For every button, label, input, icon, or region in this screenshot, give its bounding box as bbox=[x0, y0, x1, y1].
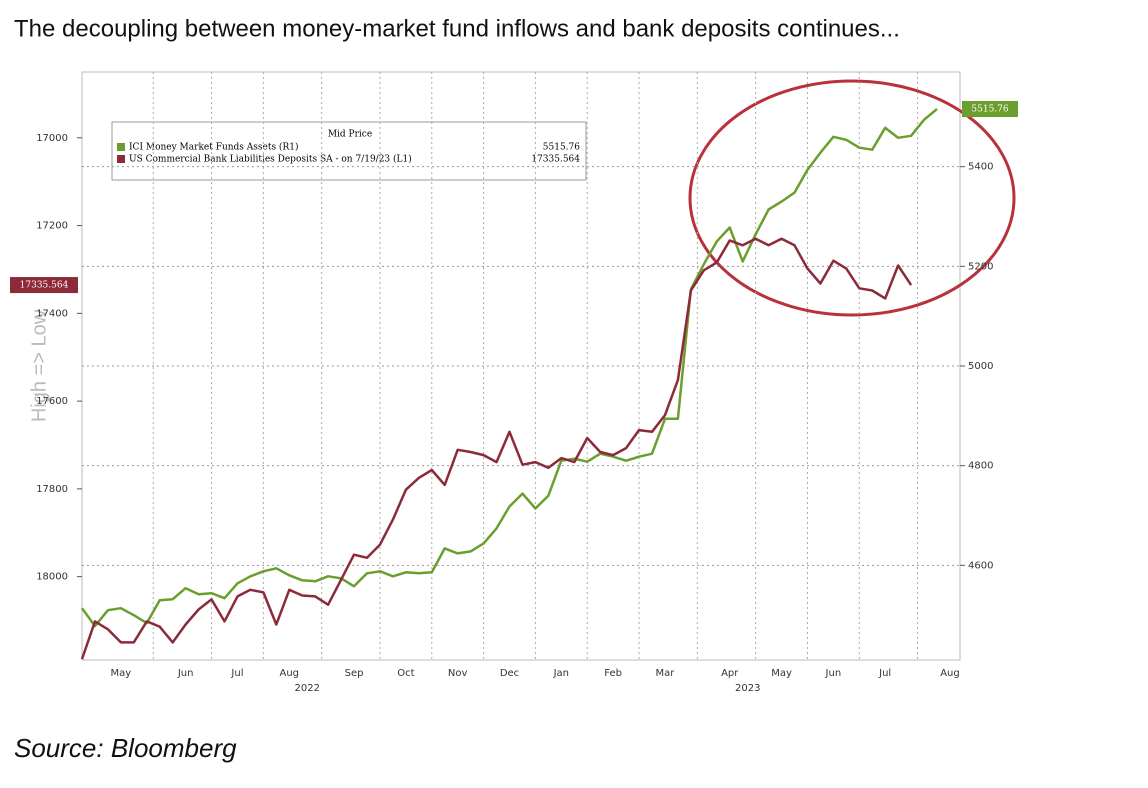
x-tick-label: Jan bbox=[553, 668, 569, 679]
x-tick-label: Jul bbox=[230, 668, 243, 679]
headline: The decoupling between money-market fund… bbox=[14, 15, 900, 42]
x-tick-label: Aug bbox=[940, 668, 960, 679]
x-tick-label: Feb bbox=[604, 668, 622, 679]
legend-label: ICI Money Market Funds Assets (R1) bbox=[129, 142, 298, 153]
legend-swatch bbox=[117, 155, 125, 163]
y-tick-label: 17000 bbox=[36, 133, 68, 144]
x-tick-label: Jun bbox=[177, 668, 194, 679]
y-tick-label: 17800 bbox=[36, 484, 68, 495]
x-tick-label: Nov bbox=[448, 668, 468, 679]
year-label: 2023 bbox=[735, 683, 760, 694]
series-line bbox=[80, 237, 913, 660]
value-tag-label: 17335.564 bbox=[20, 281, 69, 291]
x-tick-label: Apr bbox=[721, 668, 739, 679]
x-tick-label: Aug bbox=[280, 668, 300, 679]
x-tick-label: Jun bbox=[825, 668, 842, 679]
legend-value: 17335.564 bbox=[531, 155, 580, 165]
legend-swatch bbox=[117, 143, 125, 151]
x-tick-label: Jul bbox=[878, 668, 891, 679]
y-tick-label: 17400 bbox=[36, 308, 68, 319]
y-tick-label: 18000 bbox=[36, 572, 68, 583]
y2-tick-label: 5000 bbox=[968, 361, 993, 372]
y-axis-label: High => Low bbox=[28, 309, 50, 422]
x-tick-label: Dec bbox=[500, 668, 519, 679]
x-tick-label: Mar bbox=[656, 668, 676, 679]
series-line bbox=[80, 108, 938, 628]
source: Source: Bloomberg bbox=[14, 733, 237, 763]
value-tag-label: 5515.76 bbox=[971, 104, 1008, 114]
legend-value: 5515.76 bbox=[543, 143, 580, 153]
value-tag bbox=[10, 277, 78, 294]
value-tag bbox=[962, 100, 1018, 117]
legend-label: US Commercial Bank Liabilities Deposits … bbox=[129, 154, 412, 165]
x-tick-label: May bbox=[771, 668, 792, 679]
year-label: 2022 bbox=[295, 683, 320, 694]
y2-tick-label: 5400 bbox=[968, 162, 993, 173]
y2-tick-label: 5200 bbox=[968, 261, 993, 272]
y-tick-label: 17600 bbox=[36, 396, 68, 407]
y2-tick-label: 4600 bbox=[968, 560, 993, 571]
legend-box bbox=[111, 121, 587, 181]
y2-tick-label: 4800 bbox=[968, 461, 993, 472]
y-tick-label: 17200 bbox=[36, 221, 68, 232]
legend: Mid Price ICI Money Market Funds Assets … bbox=[111, 121, 587, 181]
legend-title: Mid Price bbox=[328, 130, 372, 140]
x-tick-label: Sep bbox=[345, 668, 364, 679]
x-tick-label: Oct bbox=[397, 668, 414, 679]
highlight-ellipse bbox=[688, 79, 1016, 317]
x-tick-label: May bbox=[111, 668, 132, 679]
